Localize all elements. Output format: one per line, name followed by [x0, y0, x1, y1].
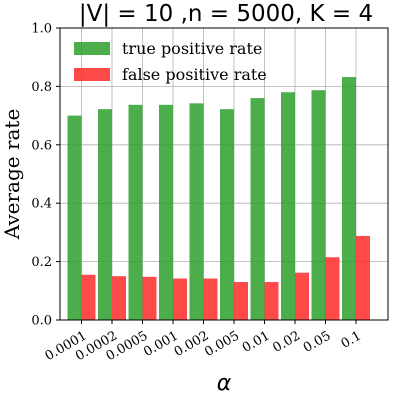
legend-swatch: [74, 42, 110, 55]
plot-frame: [59, 27, 389, 321]
y-tick-label: 0.6: [31, 138, 52, 153]
legend: true positive rate false positive rate: [74, 39, 267, 84]
true-positive-bar: [250, 98, 265, 320]
true-positive-bar: [189, 103, 204, 320]
false-positive-bar: [325, 257, 340, 320]
y-tick-label: 0.8: [31, 80, 52, 95]
false-positive-bar: [173, 278, 187, 320]
false-positive-bar: [81, 274, 96, 320]
y-axis-label: Average rate: [0, 109, 24, 241]
x-axis-label: α: [217, 371, 232, 396]
false-positive-bar: [234, 282, 248, 320]
true-positive-bar: [98, 109, 112, 321]
x-tick-label: 0.01: [240, 328, 273, 355]
y-tick-label: 0.0: [31, 314, 52, 329]
true-positive-bar: [342, 77, 356, 320]
false-positive-bar: [203, 278, 218, 320]
legend-label: true positive rate: [122, 39, 262, 58]
true-positive-bar: [281, 92, 295, 321]
legend-swatch: [74, 68, 110, 81]
true-positive-bar: [220, 109, 234, 321]
false-positive-bar: [142, 276, 157, 320]
false-positive-bar: [264, 282, 279, 320]
bars: [67, 77, 370, 321]
legend-label: false positive rate: [122, 65, 267, 84]
true-positive-bar: [311, 90, 326, 320]
axes: [59, 27, 389, 321]
true-positive-bar: [159, 104, 173, 321]
true-positive-bar: [67, 115, 82, 320]
chart-title: |V| = 10 ,n = 5000, K = 4: [79, 1, 373, 27]
x-tick-label: 0.02: [270, 328, 303, 355]
true-positive-bar: [128, 104, 143, 321]
x-tick-label: 0.05: [301, 328, 334, 355]
y-tick-label: 0.2: [31, 255, 52, 270]
labels: |V| = 10 ,n = 5000, K = 4 Average rate α: [0, 1, 373, 396]
false-positive-bar: [356, 235, 370, 320]
x-tick-label: 0.1: [339, 328, 364, 351]
y-tick-label: 1.0: [31, 22, 52, 37]
false-positive-bar: [295, 272, 309, 320]
x-tick-label: 0.005: [202, 328, 242, 360]
false-positive-bar: [112, 276, 126, 320]
y-tick-label: 0.4: [31, 197, 52, 212]
